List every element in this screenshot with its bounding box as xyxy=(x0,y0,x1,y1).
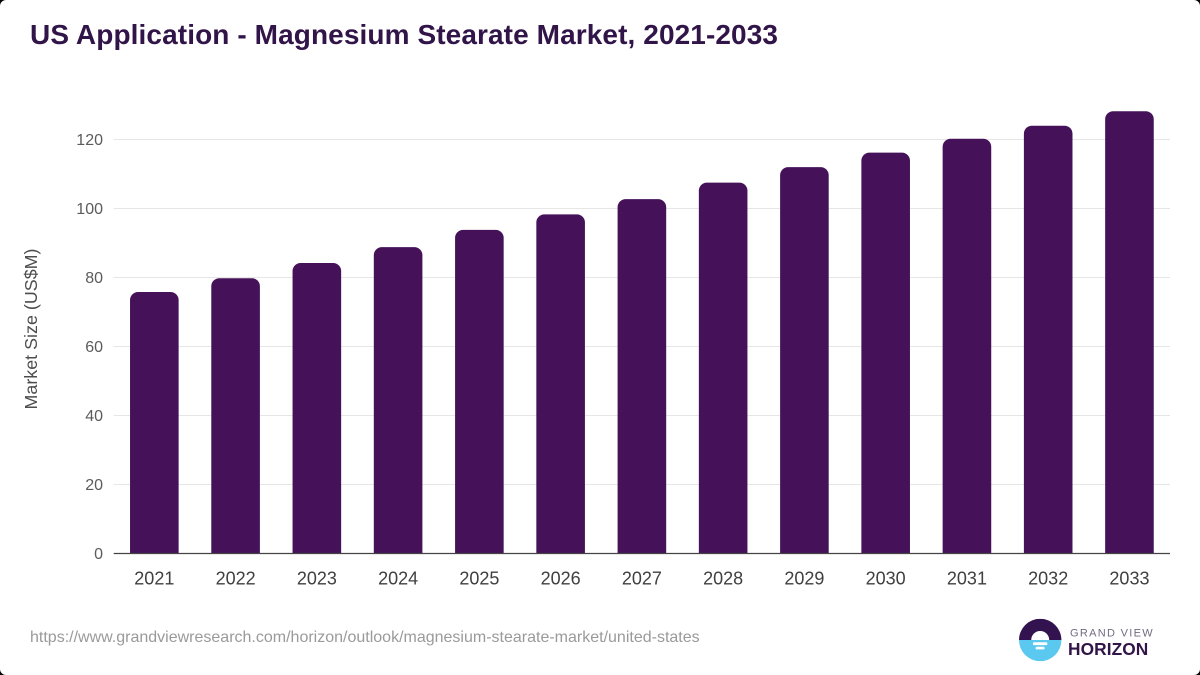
svg-text:2027: 2027 xyxy=(622,569,662,589)
svg-text:100: 100 xyxy=(76,201,103,218)
svg-text:2026: 2026 xyxy=(541,569,581,589)
svg-text:2024: 2024 xyxy=(378,569,418,589)
svg-text:80: 80 xyxy=(85,270,103,287)
svg-text:120: 120 xyxy=(76,132,103,149)
svg-text:2031: 2031 xyxy=(947,569,987,589)
svg-text:2021: 2021 xyxy=(134,569,174,589)
svg-text:2022: 2022 xyxy=(216,569,256,589)
svg-text:2023: 2023 xyxy=(297,569,337,589)
svg-text:20: 20 xyxy=(85,477,103,494)
svg-text:2029: 2029 xyxy=(784,569,824,589)
svg-text:GRAND VIEW: GRAND VIEW xyxy=(1070,628,1154,640)
svg-text:60: 60 xyxy=(85,339,103,356)
svg-text:2028: 2028 xyxy=(703,569,743,589)
svg-text:HORIZON: HORIZON xyxy=(1068,639,1148,659)
svg-text:2032: 2032 xyxy=(1028,569,1068,589)
svg-text:2030: 2030 xyxy=(866,569,906,589)
svg-text:0: 0 xyxy=(94,546,103,563)
svg-text:40: 40 xyxy=(85,408,103,425)
svg-text:2033: 2033 xyxy=(1109,569,1149,589)
svg-text:2025: 2025 xyxy=(459,569,499,589)
